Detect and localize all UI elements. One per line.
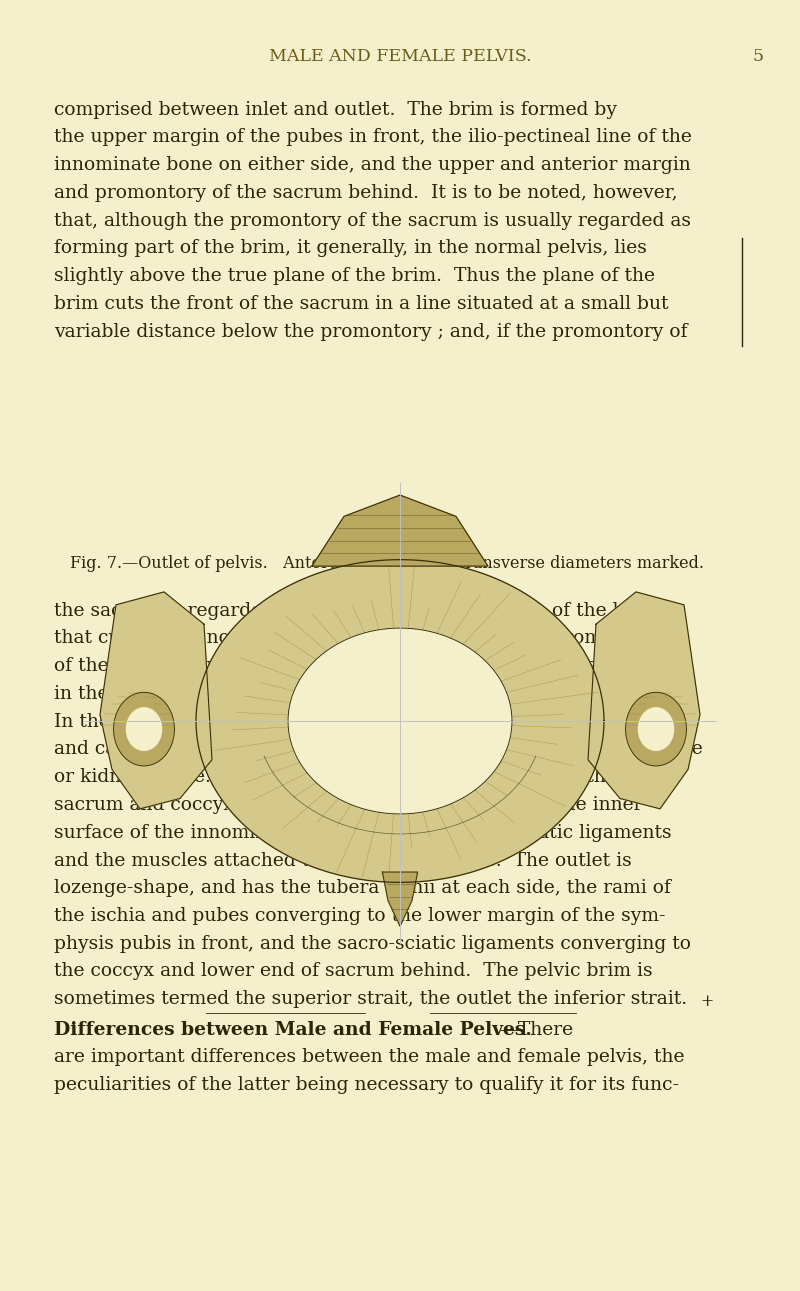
Text: the ischia and pubes converging to the lower margin of the sym-: the ischia and pubes converging to the l…	[54, 906, 666, 924]
Text: the upper margin of the pubes in front, the ilio-pectineal line of the: the upper margin of the pubes in front, …	[54, 128, 692, 146]
Text: +: +	[700, 993, 714, 1010]
Text: brim cuts the front of the sacrum in a line situated at a small but: brim cuts the front of the sacrum in a l…	[54, 294, 669, 312]
Text: slightly above the true plane of the brim.  Thus the plane of the: slightly above the true plane of the bri…	[54, 267, 655, 285]
Text: innominate bone on either side, and the upper and anterior margin: innominate bone on either side, and the …	[54, 156, 691, 174]
Polygon shape	[114, 692, 174, 766]
Text: the sacrum is regarded as forming part of the curve of the brim,: the sacrum is regarded as forming part o…	[54, 602, 663, 620]
Text: and the muscles attached to them, at the sides.  The outlet is: and the muscles attached to them, at the…	[54, 852, 632, 869]
Text: lozenge-shape, and has the tubera ischii at each side, the rami of: lozenge-shape, and has the tubera ischii…	[54, 879, 671, 897]
Text: comprised between inlet and outlet.  The brim is formed by: comprised between inlet and outlet. The …	[54, 101, 618, 119]
Text: In the commoner varieties of deformity, it does so project inwards,: In the commoner varieties of deformity, …	[54, 713, 686, 731]
Polygon shape	[126, 707, 162, 750]
Text: and promontory of the sacrum behind.  It is to be noted, however,: and promontory of the sacrum behind. It …	[54, 183, 678, 201]
Text: and causes the shape of the brim to resemble an actual  heart-shape: and causes the shape of the brim to rese…	[54, 740, 703, 758]
Polygon shape	[312, 494, 488, 565]
Polygon shape	[626, 692, 686, 766]
Text: physis pubis in front, and the sacro-sciatic ligaments converging to: physis pubis in front, and the sacro-sci…	[54, 935, 691, 953]
Polygon shape	[382, 873, 418, 927]
Text: that curve does not lie accurately in one plane.  The promontory: that curve does not lie accurately in on…	[54, 629, 664, 647]
Polygon shape	[100, 591, 212, 808]
Text: surface of the innominate bones, with the sacro-sciatic ligaments: surface of the innominate bones, with th…	[54, 824, 672, 842]
Text: sometimes termed the superior strait, the outlet the inferior strait.: sometimes termed the superior strait, th…	[54, 990, 687, 1008]
Text: are important differences between the male and female pelvis, the: are important differences between the ma…	[54, 1048, 685, 1066]
Text: or kidney-shape.  The cavity of the pelvis is bounded by the: or kidney-shape. The cavity of the pelvi…	[54, 768, 618, 786]
Text: sacrum and coccyx behind, the pubic bones in front, the inner: sacrum and coccyx behind, the pubic bone…	[54, 795, 643, 813]
Text: forming part of the brim, it generally, in the normal pelvis, lies: forming part of the brim, it generally, …	[54, 239, 647, 257]
Polygon shape	[196, 560, 604, 882]
Text: in the curve of the brim, but does not actually project inwards.: in the curve of the brim, but does not a…	[54, 684, 649, 702]
Text: peculiarities of the latter being necessary to qualify it for its func-: peculiarities of the latter being necess…	[54, 1075, 679, 1093]
Polygon shape	[288, 629, 512, 813]
Text: Fig. 7.—Outlet of pelvis.   Antero-posterior and transverse diameters marked.: Fig. 7.—Outlet of pelvis. Antero-posteri…	[70, 555, 704, 572]
Text: the coccyx and lower end of sacrum behind.  The pelvic brim is: the coccyx and lower end of sacrum behin…	[54, 962, 653, 980]
Text: variable distance below the promontory ; and, if the promontory of: variable distance below the promontory ;…	[54, 323, 688, 341]
Polygon shape	[588, 591, 700, 808]
Text: of the sacrum, even in the normal pelvis, forms a flattened portion: of the sacrum, even in the normal pelvis…	[54, 657, 684, 675]
Text: 5: 5	[753, 48, 764, 65]
Text: —There: —There	[499, 1020, 574, 1038]
Text: MALE AND FEMALE PELVIS.: MALE AND FEMALE PELVIS.	[269, 48, 531, 65]
Text: that, although the promontory of the sacrum is usually regarded as: that, although the promontory of the sac…	[54, 212, 691, 230]
Polygon shape	[638, 707, 674, 750]
Text: Differences between Male and Female Pelves.: Differences between Male and Female Pelv…	[54, 1020, 532, 1038]
